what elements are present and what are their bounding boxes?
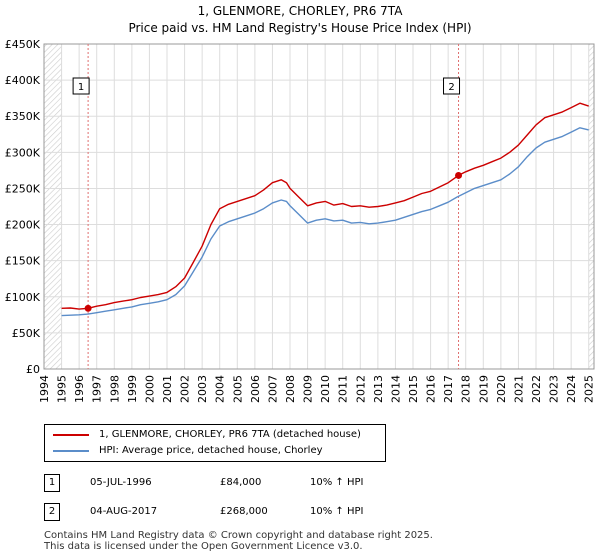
x-tick-label: 2015 bbox=[407, 375, 420, 403]
title-line-1: 1, GLENMORE, CHORLEY, PR6 7TA bbox=[197, 4, 403, 18]
x-tick-label: 1994 bbox=[38, 375, 51, 403]
chart-title: 1, GLENMORE, CHORLEY, PR6 7TA Price paid… bbox=[0, 3, 600, 37]
footer-attribution: Contains HM Land Registry data © Crown c… bbox=[44, 530, 433, 552]
plot-area bbox=[44, 44, 594, 369]
hatched-region-before bbox=[44, 44, 62, 369]
x-tick-label: 2007 bbox=[266, 375, 279, 403]
x-tick-label: 2005 bbox=[231, 375, 244, 403]
transaction-date: 05-JUL-1996 bbox=[90, 477, 152, 488]
x-tick-label: 2017 bbox=[442, 375, 455, 403]
y-tick-label: £0 bbox=[26, 363, 40, 376]
x-tick-label: 1999 bbox=[126, 375, 139, 403]
x-tick-label: 2002 bbox=[179, 375, 192, 403]
y-tick-label: £100K bbox=[5, 291, 41, 304]
y-tick-label: £450K bbox=[5, 38, 41, 51]
x-tick-label: 2010 bbox=[319, 375, 332, 403]
marker-label-box bbox=[443, 77, 461, 95]
footer-line-2: This data is licensed under the Open Gov… bbox=[44, 541, 363, 552]
x-tick-label: 2020 bbox=[495, 375, 508, 403]
x-tick-label: 1996 bbox=[73, 375, 86, 403]
x-tick-label: 2014 bbox=[389, 375, 402, 403]
x-tick-label: 2025 bbox=[583, 375, 596, 403]
x-tick-label: 2024 bbox=[565, 375, 578, 403]
y-tick-label: £350K bbox=[5, 110, 41, 123]
chart-legend: 1, GLENMORE, CHORLEY, PR6 7TA (detached … bbox=[44, 424, 386, 462]
x-tick-label: 2009 bbox=[302, 375, 315, 403]
legend-label-property: 1, GLENMORE, CHORLEY, PR6 7TA (detached … bbox=[99, 429, 361, 440]
x-tick-label: 2021 bbox=[512, 375, 525, 403]
x-tick-label: 2006 bbox=[249, 375, 262, 403]
x-tick-label: 2019 bbox=[477, 375, 490, 403]
transaction-price: £84,000 bbox=[220, 477, 262, 488]
x-tick-label: 2016 bbox=[425, 375, 438, 403]
transaction-hpi: 10% ↑ HPI bbox=[310, 477, 364, 488]
transaction-hpi: 10% ↑ HPI bbox=[310, 506, 364, 517]
x-tick-label: 1997 bbox=[91, 375, 104, 403]
y-tick-label: £300K bbox=[5, 146, 41, 159]
x-tick-label: 1995 bbox=[56, 375, 69, 403]
x-tick-label: 2004 bbox=[214, 375, 227, 403]
x-tick-label: 2011 bbox=[337, 375, 350, 403]
hpi-line bbox=[61, 127, 589, 317]
x-tick-label: 2008 bbox=[284, 375, 297, 403]
x-tick-label: 1998 bbox=[108, 375, 121, 403]
footer-line-1: Contains HM Land Registry data © Crown c… bbox=[44, 530, 433, 541]
legend-swatch-property bbox=[53, 434, 89, 436]
x-tick-label: 2000 bbox=[143, 375, 156, 403]
y-tick-label: £150K bbox=[5, 255, 41, 268]
property-price-line bbox=[61, 102, 589, 310]
sale-point bbox=[455, 171, 463, 179]
transaction-number: 2 bbox=[44, 503, 60, 521]
legend-swatch-hpi bbox=[53, 450, 89, 452]
plot-frame bbox=[43, 43, 595, 370]
y-tick-label: £250K bbox=[5, 182, 41, 195]
transaction-date: 04-AUG-2017 bbox=[90, 506, 158, 517]
x-tick-label: 2013 bbox=[372, 375, 385, 403]
x-tick-label: 2001 bbox=[161, 375, 174, 403]
legend-label-hpi: HPI: Average price, detached house, Chor… bbox=[99, 445, 323, 456]
transaction-price: £268,000 bbox=[220, 506, 268, 517]
x-tick-label: 2018 bbox=[460, 375, 473, 403]
marker-label-box bbox=[72, 77, 90, 95]
x-tick-label: 2003 bbox=[196, 375, 209, 403]
y-tick-label: £50K bbox=[12, 327, 41, 340]
title-line-2: Price paid vs. HM Land Registry's House … bbox=[128, 21, 472, 35]
transaction-number: 1 bbox=[44, 474, 60, 492]
y-tick-label: £200K bbox=[5, 219, 41, 232]
x-tick-label: 2022 bbox=[530, 375, 543, 403]
marker-label: 1 bbox=[78, 82, 84, 93]
price-chart: £0 £50K £100K £150K £200K £250K £300K £350K £400… bbox=[5, 38, 596, 403]
y-tick-label: £400K bbox=[5, 74, 41, 87]
hatched-region-after bbox=[588, 44, 594, 369]
x-tick-label: 2023 bbox=[548, 375, 561, 403]
x-tick-label: 2012 bbox=[354, 375, 367, 403]
marker-label: 2 bbox=[448, 82, 454, 93]
sale-point bbox=[84, 304, 92, 312]
